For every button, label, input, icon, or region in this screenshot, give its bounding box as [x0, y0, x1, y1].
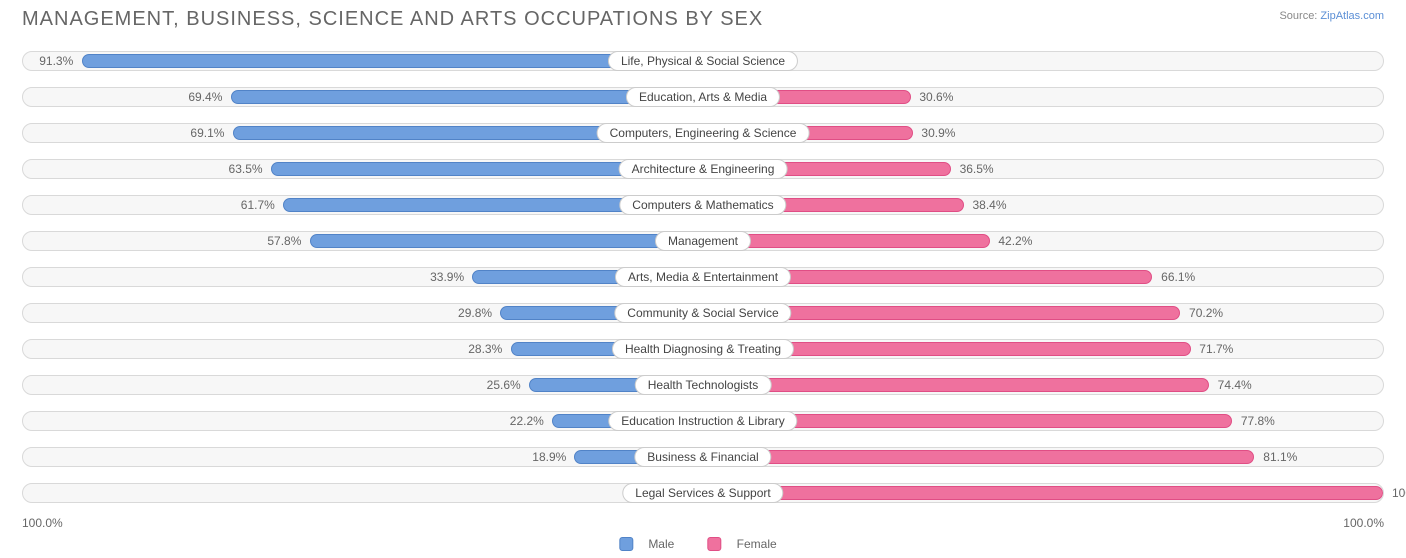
category-label: Architecture & Engineering [619, 159, 788, 179]
swatch-female [708, 537, 722, 551]
male-value-label: 57.8% [267, 234, 301, 248]
category-label: Health Technologists [635, 375, 772, 395]
bar-row: Computers, Engineering & Science 69.1% 30.… [22, 116, 1384, 150]
category-label: Management [655, 231, 751, 251]
bar-row: Arts, Media & Entertainment 33.9% 66.1% [22, 260, 1384, 294]
bar-row: Legal Services & Support0.0%100.0% [22, 476, 1384, 510]
bar-row: Management 57.8% 42.2% [22, 224, 1384, 258]
female-value-label: 38.4% [973, 198, 1007, 212]
female-value-label: 71.7% [1199, 342, 1233, 356]
male-value-label: 33.9% [430, 270, 464, 284]
bar-row: Architecture & Engineering 63.5% 36.5% [22, 152, 1384, 186]
legend: Male Female [609, 537, 796, 554]
male-value-label: 18.9% [532, 450, 566, 464]
bar-female [706, 450, 1254, 464]
axis-tick-left: 100.0% [22, 516, 63, 530]
chart-area: Life, Physical & Social Science91.3%8.7%… [22, 44, 1384, 514]
male-value-label: 69.1% [190, 126, 224, 140]
male-value-label: 61.7% [241, 198, 275, 212]
male-value-label: 69.4% [188, 90, 222, 104]
bar-row: Computers & Mathematics 61.7% 38.4% [22, 188, 1384, 222]
legend-male-label: Male [648, 537, 674, 551]
female-value-label: 30.6% [919, 90, 953, 104]
category-label: Legal Services & Support [622, 483, 783, 503]
bar-row: Life, Physical & Social Science91.3%8.7% [22, 44, 1384, 78]
source-label: Source: ZipAtlas.com [1279, 10, 1384, 22]
category-label: Education Instruction & Library [608, 411, 797, 431]
bar-female [706, 378, 1209, 392]
category-label: Education, Arts & Media [626, 87, 780, 107]
female-value-label: 66.1% [1161, 270, 1195, 284]
bar-row: Education Instruction & Library 22.2% 77.8… [22, 404, 1384, 438]
male-value-label: 28.3% [468, 342, 502, 356]
male-value-label: 91.3% [39, 54, 73, 68]
male-value-label: 63.5% [229, 162, 263, 176]
female-value-label: 81.1% [1263, 450, 1297, 464]
female-value-label: 77.8% [1241, 414, 1275, 428]
bar-male [310, 234, 700, 248]
category-label: Life, Physical & Social Science [608, 51, 798, 71]
female-value-label: 36.5% [960, 162, 994, 176]
source-prefix: Source: [1279, 10, 1320, 22]
bar-row: Education, Arts & Media 69.4% 30.6% [22, 80, 1384, 114]
category-label: Computers & Mathematics [619, 195, 786, 215]
category-label: Community & Social Service [614, 303, 791, 323]
swatch-male [619, 537, 633, 551]
female-value-label: 70.2% [1189, 306, 1223, 320]
category-label: Arts, Media & Entertainment [615, 267, 791, 287]
legend-female-label: Female [737, 537, 777, 551]
legend-male: Male [619, 537, 684, 551]
source-link[interactable]: ZipAtlas.com [1320, 10, 1384, 22]
chart-title: MANAGEMENT, BUSINESS, SCIENCE AND ARTS O… [0, 0, 1406, 31]
bar-female [706, 486, 1383, 500]
female-value-label: 30.9% [921, 126, 955, 140]
bar-row: Business & Financial 18.9% 81.1% [22, 440, 1384, 474]
male-value-label: 29.8% [458, 306, 492, 320]
female-value-label: 74.4% [1218, 378, 1252, 392]
category-label: Health Diagnosing & Treating [612, 339, 794, 359]
female-value-label: 100.0% [1392, 486, 1406, 500]
male-value-label: 22.2% [510, 414, 544, 428]
bar-row: Community & Social Service 29.8% 70.2% [22, 296, 1384, 330]
axis-tick-right: 100.0% [1343, 516, 1384, 530]
male-value-label: 25.6% [487, 378, 521, 392]
x-axis: 100.0% 100.0% [22, 516, 1384, 534]
female-value-label: 42.2% [998, 234, 1032, 248]
category-label: Computers, Engineering & Science [597, 123, 810, 143]
bar-row: Health Technologists 25.6% 74.4% [22, 368, 1384, 402]
category-label: Business & Financial [634, 447, 771, 467]
bar-row: Health Diagnosing & Treating 28.3% 71.7% [22, 332, 1384, 366]
legend-female: Female [708, 537, 787, 551]
